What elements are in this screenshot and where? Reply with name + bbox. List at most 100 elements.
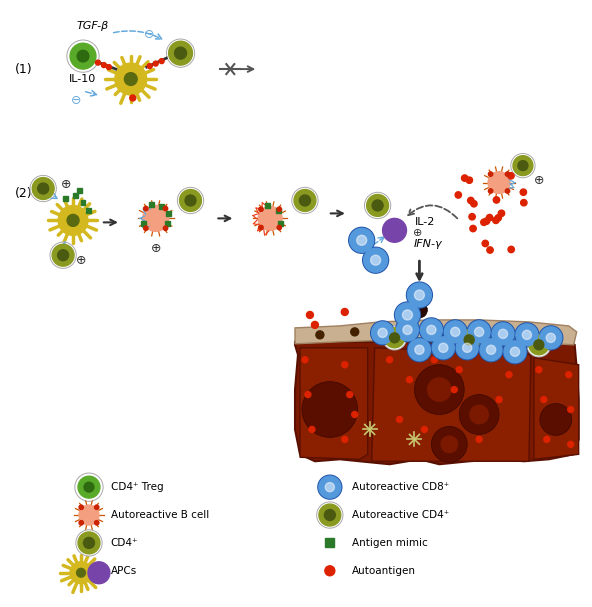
Text: IFN-γ: IFN-γ xyxy=(413,239,442,249)
Circle shape xyxy=(366,194,390,217)
Circle shape xyxy=(378,328,387,337)
Bar xyxy=(63,196,67,201)
Circle shape xyxy=(319,476,341,498)
Circle shape xyxy=(58,205,88,236)
Circle shape xyxy=(259,207,263,211)
Text: TGF-β: TGF-β xyxy=(76,21,108,32)
Circle shape xyxy=(144,226,148,231)
Text: CD4⁺: CD4⁺ xyxy=(111,538,139,548)
Circle shape xyxy=(455,192,462,198)
Circle shape xyxy=(439,343,448,353)
Bar xyxy=(141,221,146,226)
Circle shape xyxy=(76,568,85,577)
Circle shape xyxy=(95,60,101,65)
Circle shape xyxy=(153,61,158,66)
Circle shape xyxy=(403,310,413,320)
Circle shape xyxy=(309,427,315,432)
Circle shape xyxy=(57,249,69,260)
Circle shape xyxy=(487,247,493,253)
Text: ⊕: ⊕ xyxy=(533,174,544,187)
Circle shape xyxy=(397,319,419,341)
Circle shape xyxy=(166,39,195,67)
Circle shape xyxy=(480,339,502,361)
Polygon shape xyxy=(295,320,577,345)
Circle shape xyxy=(371,255,381,265)
Polygon shape xyxy=(534,358,578,459)
Circle shape xyxy=(458,329,480,351)
Circle shape xyxy=(432,427,467,463)
Circle shape xyxy=(466,177,472,183)
Circle shape xyxy=(467,320,491,344)
Circle shape xyxy=(302,357,308,363)
Circle shape xyxy=(163,206,168,211)
Circle shape xyxy=(475,327,484,336)
Circle shape xyxy=(422,427,427,432)
Circle shape xyxy=(382,326,407,350)
Circle shape xyxy=(77,50,89,62)
Circle shape xyxy=(462,175,468,181)
Bar xyxy=(276,208,281,213)
Circle shape xyxy=(319,504,341,526)
Circle shape xyxy=(459,330,479,350)
Circle shape xyxy=(95,521,99,525)
Circle shape xyxy=(76,530,102,556)
Circle shape xyxy=(394,302,420,328)
Bar xyxy=(76,188,82,193)
Bar xyxy=(326,538,334,548)
Circle shape xyxy=(516,324,538,346)
Circle shape xyxy=(147,64,152,69)
Circle shape xyxy=(407,377,413,382)
Circle shape xyxy=(352,412,358,418)
Bar xyxy=(265,203,269,208)
Circle shape xyxy=(124,73,137,86)
Circle shape xyxy=(407,283,432,307)
Circle shape xyxy=(325,483,334,492)
Circle shape xyxy=(32,178,54,200)
Circle shape xyxy=(130,95,136,101)
Circle shape xyxy=(491,322,515,346)
Circle shape xyxy=(259,225,263,229)
Bar xyxy=(81,200,85,205)
Circle shape xyxy=(427,377,452,402)
Bar xyxy=(73,193,78,198)
Circle shape xyxy=(293,189,317,212)
Circle shape xyxy=(513,155,533,175)
Circle shape xyxy=(411,302,427,318)
Circle shape xyxy=(407,338,432,362)
Circle shape xyxy=(395,318,419,342)
Circle shape xyxy=(372,322,394,344)
Circle shape xyxy=(481,219,487,225)
Circle shape xyxy=(407,282,432,308)
Circle shape xyxy=(496,396,502,402)
Circle shape xyxy=(159,59,164,64)
Circle shape xyxy=(178,188,204,214)
Circle shape xyxy=(30,175,56,202)
Circle shape xyxy=(546,333,555,342)
Text: APCs: APCs xyxy=(111,566,137,576)
Circle shape xyxy=(84,482,94,492)
Circle shape xyxy=(539,326,563,350)
Circle shape xyxy=(488,172,510,194)
Text: Autoreactive CD4⁺: Autoreactive CD4⁺ xyxy=(352,510,449,520)
Text: ⊕: ⊕ xyxy=(413,228,423,239)
Circle shape xyxy=(492,323,514,345)
Circle shape xyxy=(482,240,488,246)
Circle shape xyxy=(318,475,342,499)
Circle shape xyxy=(349,228,375,253)
Circle shape xyxy=(415,345,424,354)
Circle shape xyxy=(302,382,358,438)
Circle shape xyxy=(384,327,406,349)
Circle shape xyxy=(67,40,99,72)
Circle shape xyxy=(414,365,464,415)
Circle shape xyxy=(341,308,348,316)
Circle shape xyxy=(471,200,477,207)
Circle shape xyxy=(397,416,403,422)
Circle shape xyxy=(342,362,348,368)
Circle shape xyxy=(318,503,342,527)
Circle shape xyxy=(508,172,514,179)
Circle shape xyxy=(540,327,562,349)
Circle shape xyxy=(522,330,532,339)
Circle shape xyxy=(258,206,282,230)
Circle shape xyxy=(363,248,388,272)
Circle shape xyxy=(545,330,553,338)
